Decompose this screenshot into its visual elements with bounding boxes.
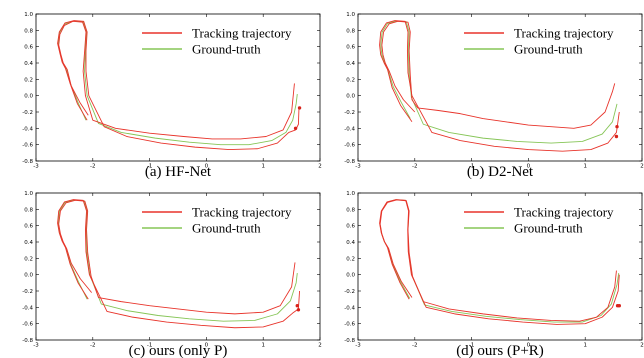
plot-frame	[357, 13, 643, 162]
trajectory-end-marker	[297, 106, 302, 110]
tracking-trajectory-line-1	[58, 199, 296, 315]
x-tick-label: 0	[527, 164, 531, 170]
x-tick-label: 0	[205, 343, 209, 349]
y-tick-label: -0.4	[344, 126, 355, 132]
x-tick-label: -2	[90, 343, 95, 349]
y-tick-label: 0.4	[24, 240, 33, 246]
y-tick-label: 0.6	[346, 45, 355, 51]
x-tick-label: 2	[318, 343, 322, 349]
x-tick-label: -2	[412, 343, 417, 349]
legend-label-tracking: Tracking trajectory	[514, 26, 614, 41]
y-tick-label: 0.6	[346, 224, 355, 230]
y-tick-label: 0.0	[24, 94, 33, 100]
y-tick-label: -0.4	[344, 305, 355, 311]
x-tick-label: 1	[583, 343, 587, 349]
x-tick-label: -2	[90, 164, 95, 170]
legend-label-tracking: Tracking trajectory	[514, 205, 614, 220]
chart-panel-3: -3 -2 -1 0 1 2 1.0 0.8 0.6 0.4 0.2 0.0 -0.2 -0.4 -0.6 -…	[22, 191, 321, 358]
x-tick-label: -1	[469, 164, 474, 170]
x-tick-label: -3	[33, 343, 39, 349]
y-tick-label: 0.8	[24, 207, 33, 213]
y-tick-label: 1.0	[24, 12, 33, 18]
y-tick-label: 0.4	[24, 61, 33, 67]
legend-label-ground-truth: Ground-truth	[514, 42, 583, 57]
legend-label-tracking: Tracking trajectory	[192, 26, 292, 41]
legend-label-ground-truth: Ground-truth	[192, 42, 261, 57]
chart-panel-4: -3 -2 -1 0 1 2 1.0 0.8 0.6 0.4 0.2 0.0 -0.2 -0.4 -0.6 -…	[344, 191, 643, 358]
tracking-trajectory-line-1	[381, 20, 616, 129]
x-tick-label: -1	[147, 343, 152, 349]
trajectory-end-marker	[617, 304, 621, 308]
y-tick-label: -0.8	[22, 338, 33, 344]
x-tick-label: 1	[261, 164, 265, 170]
y-tick-label: -0.2	[22, 110, 33, 116]
x-tick-label: 0	[205, 164, 209, 170]
y-tick-label: -0.2	[344, 110, 355, 116]
panel-caption: (a) HF-Net	[145, 164, 212, 180]
trajectory-end-marker	[614, 134, 619, 139]
trajectory-end-marker	[296, 308, 301, 312]
y-tick-label: 0.2	[24, 77, 33, 83]
y-tick-label: 0.4	[346, 240, 355, 246]
y-tick-label: 0.0	[346, 94, 355, 100]
chart-panel-2: -3 -2 -1 0 1 2 1.0 0.8 0.6 0.4 0.2 0.0 -0.2 -0.4 -0.6 -…	[344, 12, 643, 180]
legend-label-ground-truth: Ground-truth	[514, 221, 583, 236]
tracking-trajectory-line-2	[379, 199, 620, 325]
y-tick-label: -0.6	[22, 143, 33, 149]
y-tick-label: -0.8	[22, 159, 33, 165]
legend-label-tracking: Tracking trajectory	[192, 205, 292, 220]
y-tick-label: 1.0	[346, 191, 355, 197]
y-tick-label: -0.4	[22, 126, 33, 132]
y-tick-label: 0.6	[24, 224, 33, 230]
y-tick-label: 0.8	[346, 207, 355, 213]
panel-caption: (d) ours (P+R)	[456, 343, 544, 358]
x-tick-label: 2	[640, 343, 644, 349]
y-tick-label: 0.8	[24, 28, 33, 34]
y-tick-label: -0.8	[344, 159, 355, 165]
y-tick-label: 0.0	[346, 273, 355, 279]
y-tick-label: 0.6	[24, 45, 33, 51]
x-tick-label: 2	[318, 164, 322, 170]
plot-frame	[35, 13, 321, 162]
legend-label-ground-truth: Ground-truth	[192, 221, 261, 236]
y-tick-label: 0.2	[346, 77, 355, 83]
trajectory-end-marker	[293, 126, 298, 131]
y-tick-label: 0.4	[346, 61, 355, 67]
y-tick-label: 0.8	[346, 28, 355, 34]
tracking-trajectory-line-1	[58, 20, 295, 140]
y-tick-label: 0.2	[24, 256, 33, 262]
trajectory-end-marker	[615, 125, 619, 129]
y-tick-label: -0.6	[344, 143, 355, 149]
plot-frame	[357, 192, 643, 341]
x-tick-label: 1	[583, 164, 587, 170]
x-tick-label: 0	[527, 343, 531, 349]
y-tick-label: -0.6	[22, 322, 33, 328]
x-tick-label: -3	[33, 164, 39, 170]
y-tick-label: -0.4	[22, 305, 33, 311]
y-tick-label: -0.8	[344, 338, 355, 344]
x-tick-label: 1	[261, 343, 265, 349]
y-tick-label: 0.0	[24, 273, 33, 279]
chart-panel-1: -3 -2 -1 0 1 2 1.0 0.8 0.6 0.4 0.2 0.0 -0.2 -0.4 -0.6 -…	[22, 12, 321, 180]
y-tick-label: 0.2	[346, 256, 355, 262]
y-tick-label: -0.2	[22, 289, 33, 295]
y-tick-label: 1.0	[24, 191, 33, 197]
trajectory-end-marker	[295, 304, 299, 308]
x-tick-label: -2	[412, 164, 417, 170]
x-tick-label: -3	[355, 343, 361, 349]
y-tick-label: -0.6	[344, 322, 355, 328]
x-tick-label: 2	[640, 164, 644, 170]
y-tick-label: -0.2	[344, 289, 355, 295]
tracking-trajectory-line-2	[57, 20, 300, 151]
y-tick-label: 1.0	[346, 12, 355, 18]
tracking-trajectory-line-2	[379, 20, 620, 152]
panel-caption: (c) ours (only P)	[129, 343, 228, 358]
x-tick-label: -1	[469, 343, 474, 349]
panel-caption: (b) D2-Net	[467, 164, 534, 180]
x-tick-label: -3	[355, 164, 361, 170]
tracking-trajectory-line-2	[57, 199, 300, 329]
x-tick-label: -1	[147, 164, 152, 170]
plot-frame	[35, 192, 321, 341]
